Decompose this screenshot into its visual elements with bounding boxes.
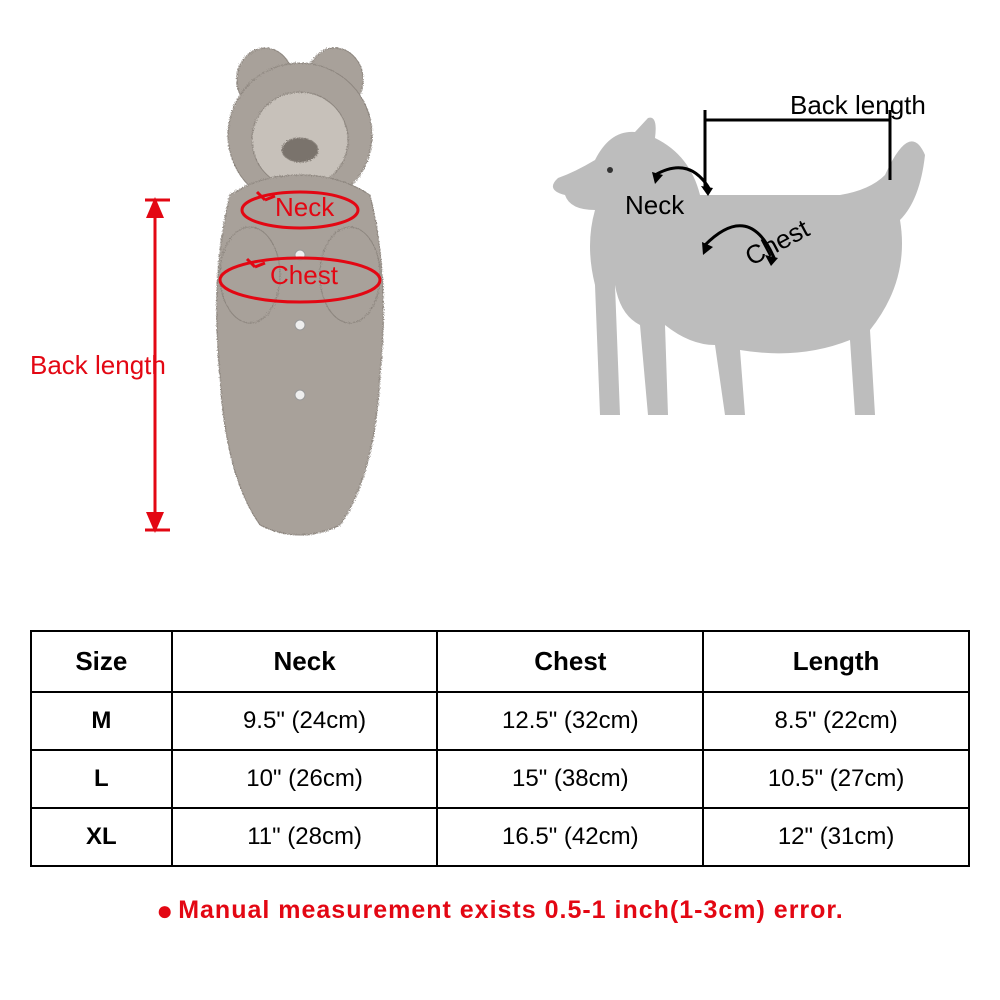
cell-chest: 16.5" (42cm) bbox=[437, 808, 703, 866]
cell-size: M bbox=[31, 692, 172, 750]
cell-size: XL bbox=[31, 808, 172, 866]
garment-diagram bbox=[170, 45, 430, 545]
diagram-area: Neck Chest Back length Back length Neck … bbox=[0, 0, 1000, 600]
col-chest: Chest bbox=[437, 631, 703, 692]
dog-backlength-label: Back length bbox=[790, 90, 926, 121]
col-length: Length bbox=[703, 631, 969, 692]
size-table-wrap: Size Neck Chest Length M 9.5" (24cm) 12.… bbox=[30, 630, 970, 867]
cell-length: 8.5" (22cm) bbox=[703, 692, 969, 750]
cell-neck: 9.5" (24cm) bbox=[172, 692, 438, 750]
size-table: Size Neck Chest Length M 9.5" (24cm) 12.… bbox=[30, 630, 970, 867]
dog-neck-label: Neck bbox=[625, 190, 684, 221]
table-row: L 10" (26cm) 15" (38cm) 10.5" (27cm) bbox=[31, 750, 969, 808]
bullet-icon: ● bbox=[156, 895, 174, 926]
footnote-text: Manual measurement exists 0.5-1 inch(1-3… bbox=[178, 896, 844, 924]
garment-backlength-label: Back length bbox=[30, 350, 166, 381]
cell-length: 12" (31cm) bbox=[703, 808, 969, 866]
table-row: M 9.5" (24cm) 12.5" (32cm) 8.5" (22cm) bbox=[31, 692, 969, 750]
cell-neck: 11" (28cm) bbox=[172, 808, 438, 866]
cell-chest: 15" (38cm) bbox=[437, 750, 703, 808]
col-neck: Neck bbox=[172, 631, 438, 692]
col-size: Size bbox=[31, 631, 172, 692]
table-header-row: Size Neck Chest Length bbox=[31, 631, 969, 692]
cell-chest: 12.5" (32cm) bbox=[437, 692, 703, 750]
garment-chest-label: Chest bbox=[270, 260, 338, 291]
cell-length: 10.5" (27cm) bbox=[703, 750, 969, 808]
cell-neck: 10" (26cm) bbox=[172, 750, 438, 808]
table-row: XL 11" (28cm) 16.5" (42cm) 12" (31cm) bbox=[31, 808, 969, 866]
garment-neck-label: Neck bbox=[275, 192, 334, 223]
footnote: ●Manual measurement exists 0.5-1 inch(1-… bbox=[0, 895, 1000, 927]
cell-size: L bbox=[31, 750, 172, 808]
